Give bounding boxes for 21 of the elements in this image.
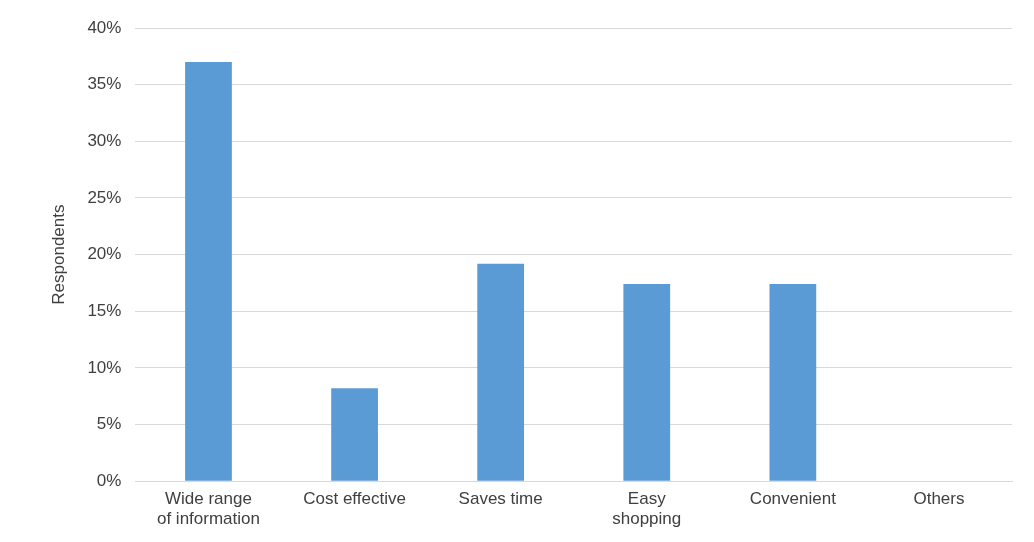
bar (185, 61, 232, 481)
x-tick-label: Wide range of information (156, 489, 260, 529)
y-tick-label: 0% (96, 470, 122, 490)
y-tick-label: 25% (87, 187, 122, 207)
x-tick-label: Cost effective (303, 489, 406, 509)
bar (331, 388, 378, 481)
y-tick-label: 30% (87, 130, 122, 150)
y-tick-label: 40% (87, 17, 122, 37)
bar (769, 284, 817, 481)
y-tick-label: 10% (87, 357, 122, 377)
bar (623, 284, 671, 481)
y-axis-title: Respondents (48, 204, 68, 305)
x-tick-label: Saves time (458, 489, 543, 509)
x-tick-label: Others (913, 489, 965, 509)
y-tick-label: 35% (87, 74, 122, 94)
x-tick-label: Convenient (749, 489, 837, 509)
y-tick-label: 5% (96, 414, 122, 434)
y-tick-label: 15% (87, 300, 122, 320)
x-tick-label: Easy shopping (612, 489, 682, 529)
y-tick-label: 20% (87, 244, 122, 264)
bar (477, 263, 525, 481)
